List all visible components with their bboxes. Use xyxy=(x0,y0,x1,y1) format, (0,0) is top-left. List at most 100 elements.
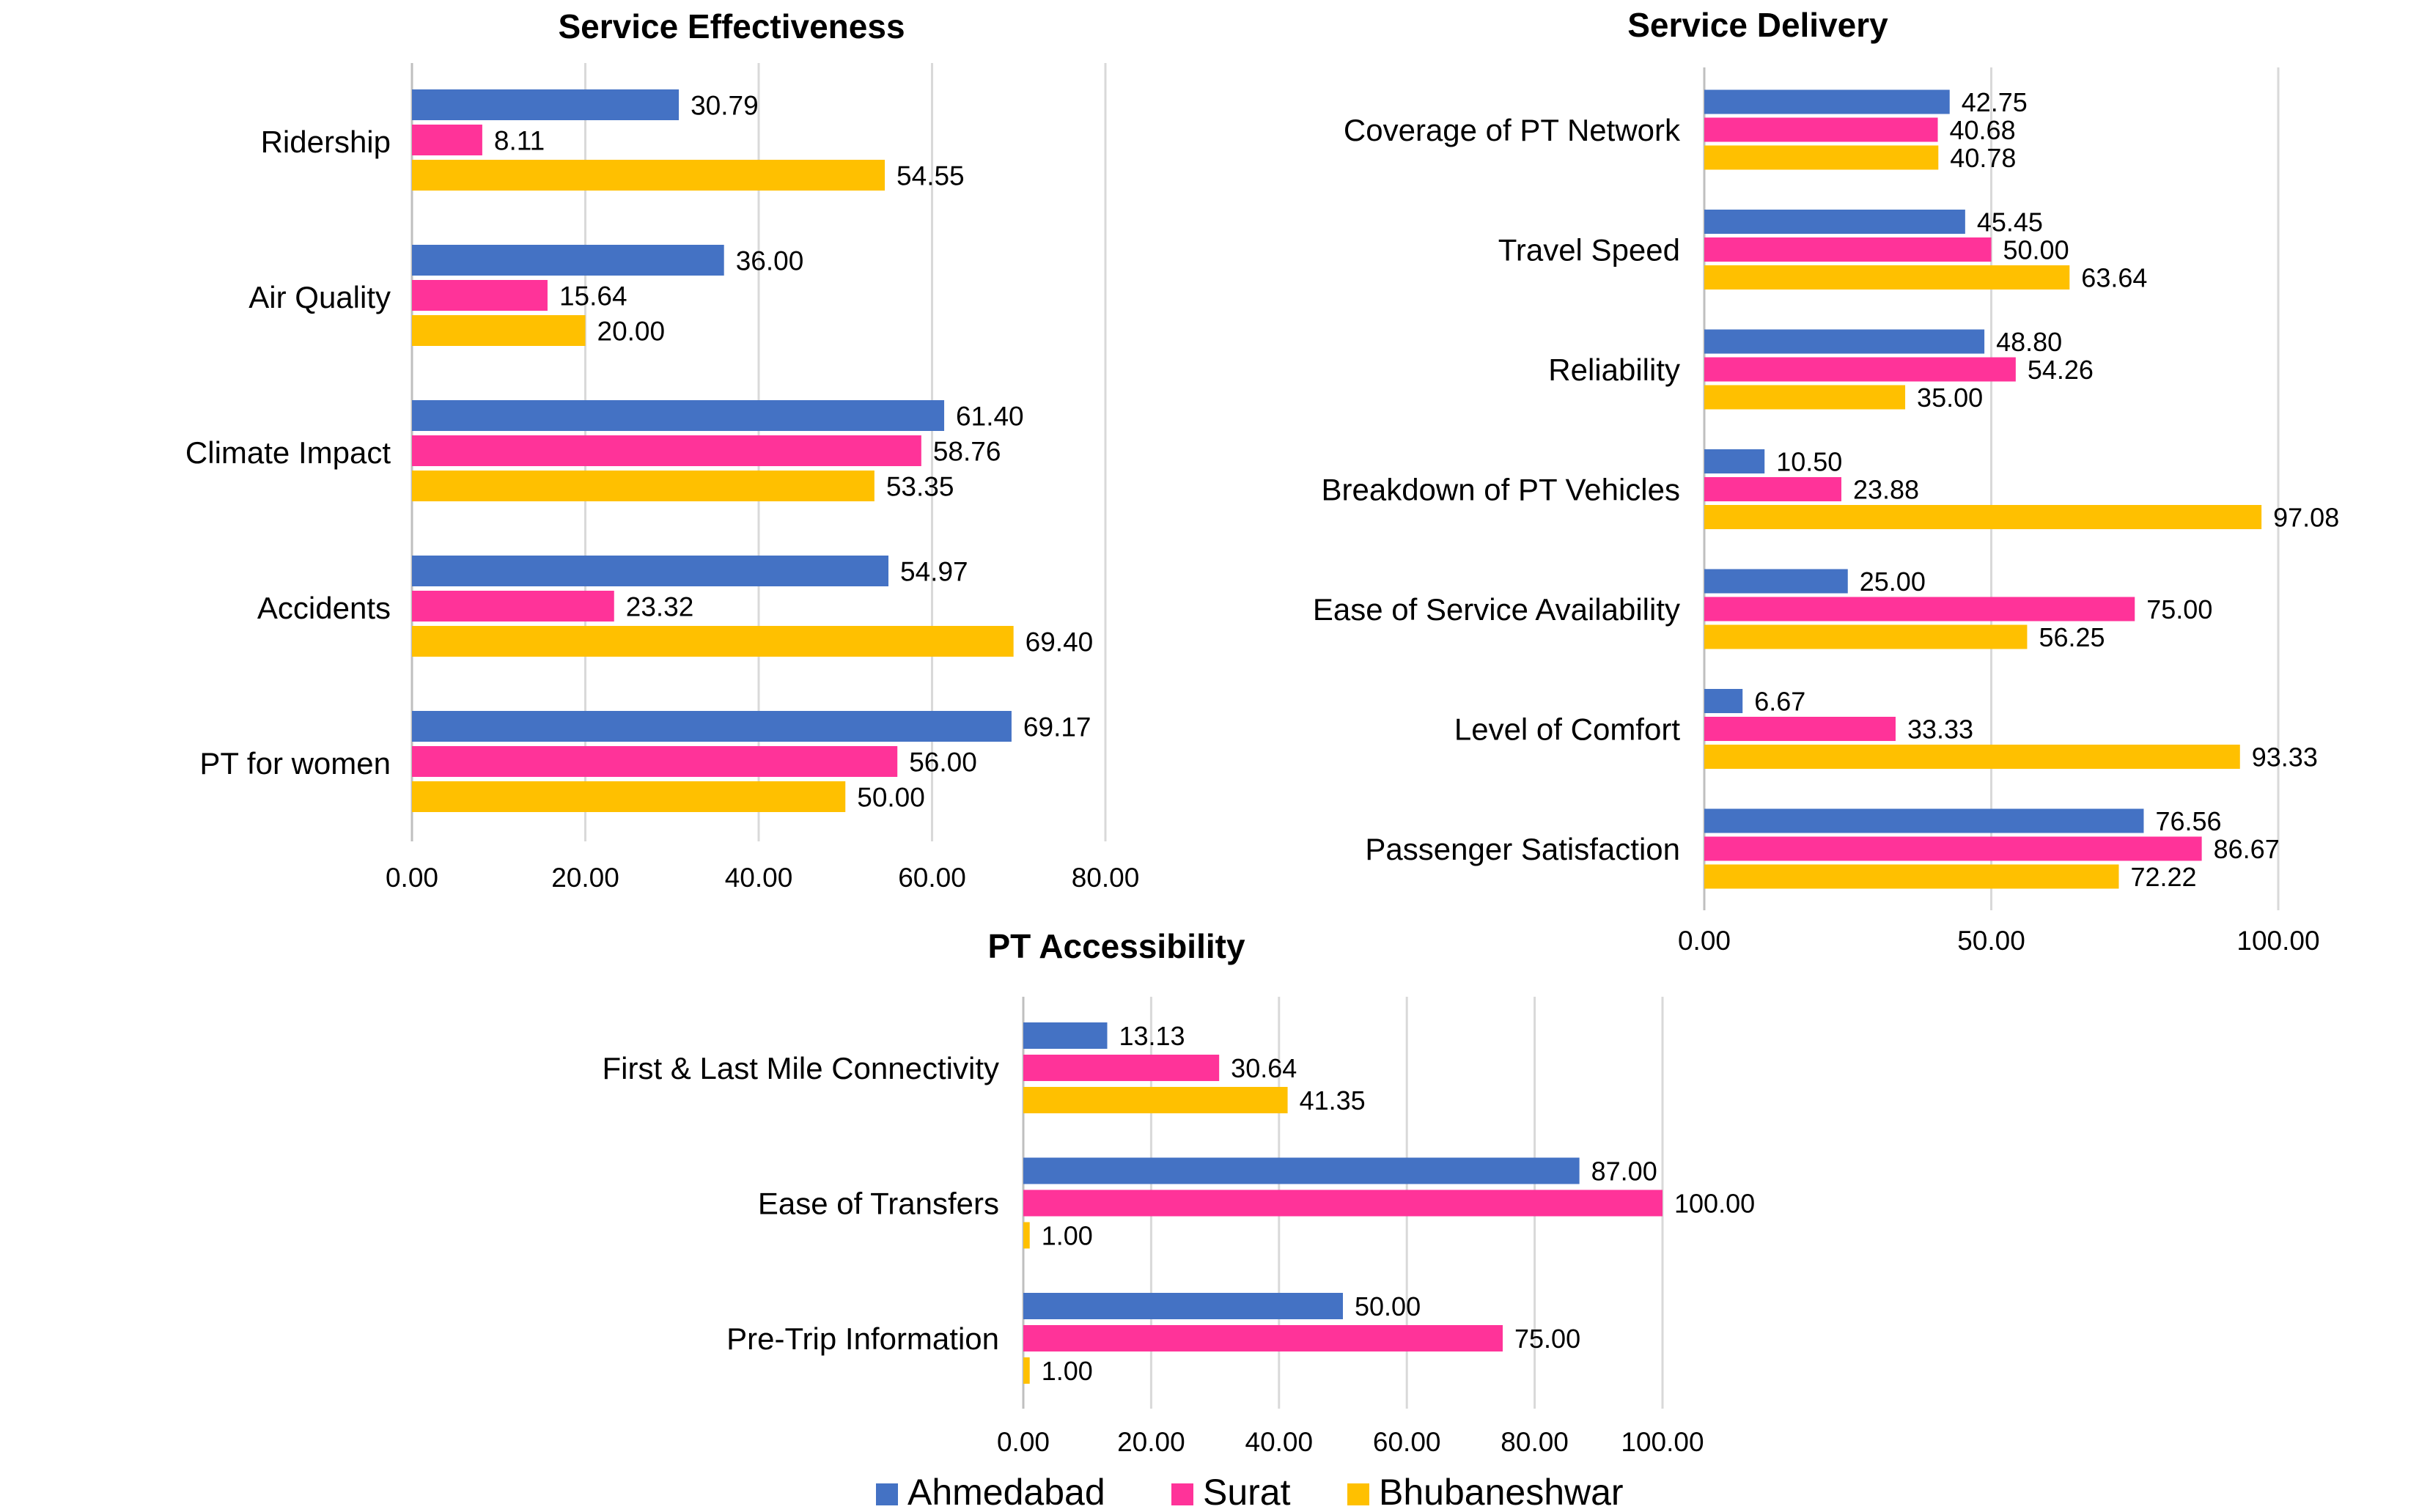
x-tick-label: 80.00 xyxy=(1072,863,1140,893)
legend-label-ahmedabad: Ahmedabad xyxy=(907,1472,1105,1512)
bar-surat-coverage-of-pt-network xyxy=(1704,117,1938,142)
bar-bhubaneshwar-air-quality xyxy=(412,315,586,346)
bar-ahmedabad-air-quality xyxy=(412,245,724,276)
data-label: 45.45 xyxy=(1977,207,2043,237)
data-label: 23.32 xyxy=(626,591,694,622)
category-label-coverage-of-pt-network: Coverage of PT Network xyxy=(1344,113,1681,147)
data-label: 30.64 xyxy=(1231,1053,1297,1083)
x-tick-label: 0.00 xyxy=(997,1427,1050,1457)
data-label: 58.76 xyxy=(933,436,1001,466)
bar-bhubaneshwar-coverage-of-pt-network xyxy=(1704,145,1939,170)
data-label: 93.33 xyxy=(2252,742,2318,772)
bar-bhubaneshwar-first-last-mile-connectivity xyxy=(1023,1087,1288,1113)
x-tick-label: 20.00 xyxy=(551,863,619,893)
category-label-accidents: Accidents xyxy=(257,591,391,625)
data-label: 97.08 xyxy=(2273,502,2339,532)
data-label: 50.00 xyxy=(857,782,925,812)
bar-ahmedabad-ease-of-service-availability xyxy=(1704,569,1848,594)
x-tick-label: 40.00 xyxy=(725,863,793,893)
category-label-pre-trip-information: Pre-Trip Information xyxy=(726,1321,999,1356)
bar-ahmedabad-pt-for-women xyxy=(412,711,1012,742)
bar-surat-ease-of-service-availability xyxy=(1704,597,2135,622)
bar-surat-reliability xyxy=(1704,357,2016,382)
data-label: 56.25 xyxy=(2039,622,2105,652)
bar-ahmedabad-level-of-comfort xyxy=(1704,689,1743,713)
data-label: 1.00 xyxy=(1042,1356,1093,1386)
category-label-ease-of-transfers: Ease of Transfers xyxy=(758,1187,999,1221)
bar-ahmedabad-reliability xyxy=(1704,329,1985,354)
data-label: 50.00 xyxy=(1355,1291,1421,1321)
x-tick-label: 0.00 xyxy=(1678,926,1731,956)
legend-label-surat: Surat xyxy=(1203,1472,1291,1512)
bar-surat-first-last-mile-connectivity xyxy=(1023,1055,1220,1081)
data-label: 87.00 xyxy=(1591,1156,1657,1186)
chart-title: Service Effectiveness xyxy=(558,7,905,45)
data-label: 53.35 xyxy=(886,471,954,501)
data-label: 75.00 xyxy=(2146,594,2212,624)
category-label-air-quality: Air Quality xyxy=(248,280,391,314)
bar-bhubaneshwar-breakdown-of-pt-vehicles xyxy=(1704,505,2262,529)
category-label-level-of-comfort: Level of Comfort xyxy=(1454,712,1680,747)
bar-bhubaneshwar-travel-speed xyxy=(1704,265,2070,290)
bar-bhubaneshwar-level-of-comfort xyxy=(1704,745,2240,769)
data-label: 86.67 xyxy=(2214,834,2280,864)
bar-ahmedabad-travel-speed xyxy=(1704,210,1965,234)
data-label: 42.75 xyxy=(1962,87,2028,117)
bar-ahmedabad-breakdown-of-pt-vehicles xyxy=(1704,449,1765,473)
data-label: 23.88 xyxy=(1853,474,1919,504)
bar-surat-travel-speed xyxy=(1704,237,1992,262)
data-label: 40.78 xyxy=(1950,143,2016,173)
data-label: 15.64 xyxy=(559,281,627,311)
data-label: 63.64 xyxy=(2081,262,2147,292)
data-label: 61.40 xyxy=(956,401,1024,431)
data-label: 76.56 xyxy=(2155,806,2221,836)
bar-bhubaneshwar-accidents xyxy=(412,626,1014,657)
data-label: 72.22 xyxy=(2130,862,2196,892)
data-label: 8.11 xyxy=(494,125,545,155)
data-label: 6.67 xyxy=(1754,686,1805,716)
data-label: 36.00 xyxy=(736,246,804,276)
category-label-passenger-satisfaction: Passenger Satisfaction xyxy=(1365,832,1680,866)
data-label: 48.80 xyxy=(1996,327,2062,357)
data-label: 40.68 xyxy=(1950,115,2016,145)
data-label: 100.00 xyxy=(1674,1188,1755,1218)
x-tick-label: 100.00 xyxy=(2236,926,2319,956)
legend-label-bhubaneshwar: Bhubaneshwar xyxy=(1379,1472,1624,1512)
bar-surat-pt-for-women xyxy=(412,746,898,777)
x-tick-label: 80.00 xyxy=(1501,1427,1569,1457)
x-tick-label: 20.00 xyxy=(1117,1427,1185,1457)
chart-title: Service Delivery xyxy=(1627,6,1888,44)
category-label-reliability: Reliability xyxy=(1548,353,1680,387)
bar-ahmedabad-first-last-mile-connectivity xyxy=(1023,1022,1108,1049)
data-label: 69.17 xyxy=(1023,712,1091,742)
data-label: 33.33 xyxy=(1907,714,1973,744)
data-label: 54.26 xyxy=(2028,355,2094,385)
bar-ahmedabad-pre-trip-information xyxy=(1023,1293,1343,1319)
data-label: 13.13 xyxy=(1119,1021,1185,1051)
x-tick-label: 100.00 xyxy=(1621,1427,1704,1457)
data-label: 41.35 xyxy=(1300,1085,1366,1115)
chart-pt-accessibility: 0.00 20.00 40.00 60.00 80.00 100.00 PT Accessi… xyxy=(603,927,1756,1457)
bar-bhubaneshwar-reliability xyxy=(1704,385,1906,410)
bar-surat-climate-impact xyxy=(412,435,921,466)
x-tick-label: 50.00 xyxy=(1957,926,2025,956)
bar-ahmedabad-climate-impact xyxy=(412,400,945,431)
category-label-ridership: Ridership xyxy=(261,125,391,159)
bar-bhubaneshwar-ease-of-service-availability xyxy=(1704,624,2028,649)
bar-bhubaneshwar-ridership xyxy=(412,160,886,191)
legend: Ahmedabad Surat Bhubaneshwar xyxy=(876,1472,1624,1512)
bar-surat-level-of-comfort xyxy=(1704,717,1896,741)
bar-surat-air-quality xyxy=(412,280,548,311)
chart-title: PT Accessibility xyxy=(987,927,1245,965)
bar-surat-passenger-satisfaction xyxy=(1704,836,2202,861)
data-label: 30.79 xyxy=(691,90,759,120)
bar-bhubaneshwar-pre-trip-information xyxy=(1023,1357,1030,1384)
category-label-first-last-mile-connectivity: First & Last Mile Connectivity xyxy=(603,1051,1000,1085)
bar-ahmedabad-accidents xyxy=(412,556,889,586)
category-label-pt-for-women: PT for women xyxy=(199,746,391,781)
bar-bhubaneshwar-ease-of-transfers xyxy=(1023,1222,1030,1249)
bar-surat-ridership xyxy=(412,125,482,155)
x-tick-label: 0.00 xyxy=(386,863,438,893)
bar-ahmedabad-ease-of-transfers xyxy=(1023,1157,1580,1184)
